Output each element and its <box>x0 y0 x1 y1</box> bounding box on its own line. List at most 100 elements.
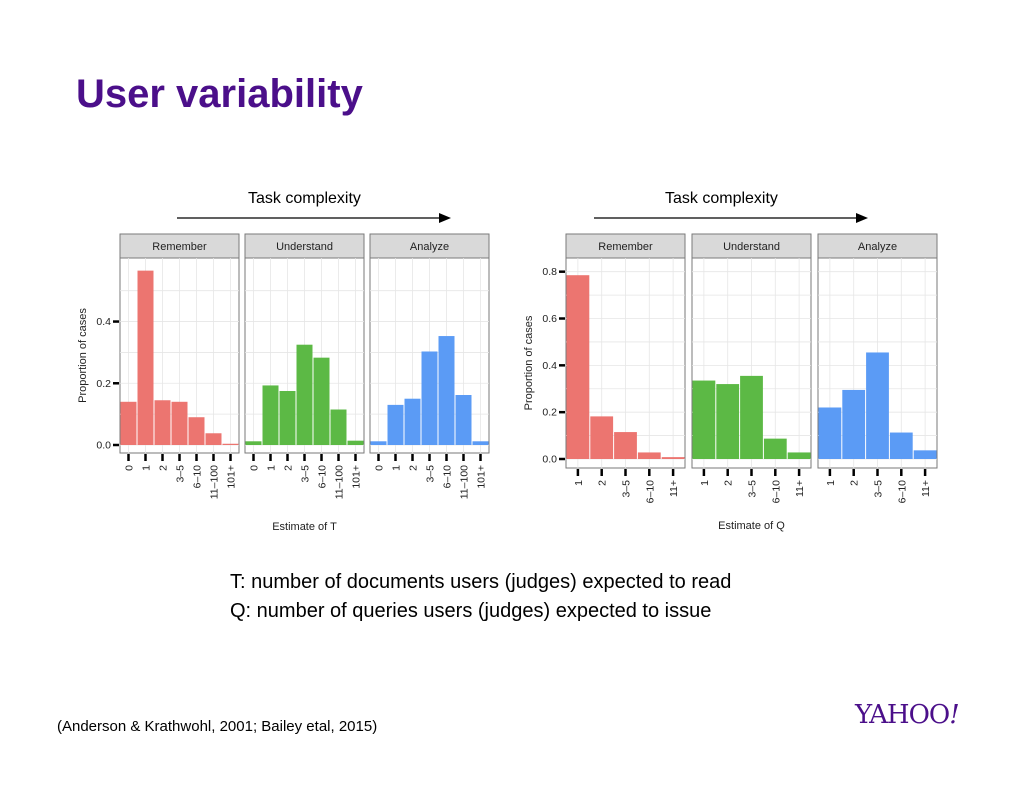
task-complexity-label-right: Task complexity <box>665 190 778 207</box>
bar <box>913 450 937 459</box>
facet-strip <box>691 233 812 259</box>
facet-title: Understand <box>276 241 333 253</box>
x-tick-label: 3–5 <box>300 465 312 483</box>
x-tick-label: 3–5 <box>873 480 885 498</box>
y-tick-label: 0.0 <box>96 440 111 452</box>
bar <box>842 389 866 459</box>
bar <box>222 443 239 445</box>
x-tick-label: 3–5 <box>747 480 759 498</box>
y-tick-label: 0.8 <box>542 266 557 278</box>
bar <box>313 357 330 445</box>
bar <box>763 438 787 459</box>
x-tick-label: 2 <box>408 465 420 471</box>
x-tick-label: 2 <box>158 465 170 471</box>
slide-title: User variability <box>76 72 363 116</box>
bar <box>296 344 313 445</box>
x-tick-label: 0 <box>249 465 261 471</box>
bar <box>787 452 811 459</box>
bar <box>404 398 421 445</box>
x-tick-label: 2 <box>283 465 295 471</box>
bar <box>692 380 716 459</box>
bar <box>137 270 154 445</box>
bar <box>716 384 740 459</box>
bar <box>330 409 347 445</box>
facet-title: Understand <box>723 241 780 253</box>
bar <box>818 407 842 459</box>
x-tick-label: 0 <box>124 465 136 471</box>
x-tick-label: 6–10 <box>442 465 454 489</box>
bar <box>279 390 296 445</box>
x-tick-label: 11+ <box>920 480 932 497</box>
y-axis-label: Proportion of cases <box>523 315 535 410</box>
logo-text: YAHOO <box>855 700 950 730</box>
logo-bang: ! <box>949 700 960 730</box>
y-axis-label: Proportion of cases <box>77 308 89 403</box>
bar <box>370 441 387 445</box>
x-tick-label: 101+ <box>226 465 238 489</box>
y-tick-label: 0.2 <box>96 378 111 390</box>
bar <box>205 433 222 445</box>
x-tick-label: 11–100 <box>459 465 471 499</box>
facet-strip <box>817 233 938 259</box>
x-tick-label: 6–10 <box>644 480 656 504</box>
bar <box>472 441 489 445</box>
y-tick-label: 0.2 <box>542 407 557 419</box>
bar <box>866 352 889 459</box>
bar <box>889 432 913 459</box>
bar <box>120 401 137 445</box>
facet-strip <box>119 233 240 259</box>
bar <box>171 401 188 445</box>
task-complexity-label-left: Task complexity <box>248 190 361 207</box>
x-tick-label: 101+ <box>351 465 363 489</box>
x-tick-label: 2 <box>723 480 735 486</box>
x-tick-label: 11–100 <box>334 465 346 499</box>
x-tick-label: 1 <box>699 480 711 486</box>
definition-t: T: number of documents users (judges) ex… <box>230 571 732 593</box>
y-tick-label: 0.4 <box>96 316 111 328</box>
y-tick-label: 0.0 <box>542 454 557 466</box>
chart-estimate-q: Proportion of cases 0.0 0.2 0.4 0.6 0.8 Rememb… <box>523 233 938 532</box>
facet-title: Remember <box>598 241 653 253</box>
bar <box>590 416 614 459</box>
x-tick-label: 3–5 <box>425 465 437 483</box>
definitions: T: number of documents users (judges) ex… <box>230 568 731 626</box>
bar <box>566 275 590 459</box>
facet-strip <box>369 233 490 259</box>
bar <box>188 417 205 445</box>
bar <box>421 351 438 445</box>
x-tick-label: 3–5 <box>621 480 633 498</box>
bar <box>387 404 404 445</box>
bar <box>245 441 262 445</box>
x-tick-label: 1 <box>825 480 837 486</box>
x-tick-label: 2 <box>849 480 861 486</box>
x-axis-label: Estimate of T <box>272 521 337 533</box>
bar <box>154 400 171 445</box>
bar <box>347 440 364 445</box>
x-tick-label: 11–100 <box>209 465 221 499</box>
bar <box>637 452 661 459</box>
citation: (Anderson & Krathwohl, 2001; Bailey etal… <box>57 718 378 735</box>
y-tick-label: 0.6 <box>542 313 557 325</box>
bar <box>262 385 279 445</box>
x-tick-label: 6–10 <box>770 480 782 504</box>
y-tick-label: 0.4 <box>542 360 557 372</box>
task-complexity-arrow-right <box>594 213 868 223</box>
bar <box>438 336 455 445</box>
facet-title: Analyze <box>410 241 449 253</box>
x-tick-label: 6–10 <box>896 480 908 504</box>
facet-strip <box>565 233 686 259</box>
x-tick-label: 101+ <box>476 465 488 489</box>
x-tick-label: 2 <box>597 480 609 486</box>
x-tick-label: 6–10 <box>317 465 329 489</box>
x-tick-label: 11+ <box>794 480 806 497</box>
bar <box>661 457 685 459</box>
x-tick-label: 1 <box>391 465 403 471</box>
task-complexity-arrow-left <box>177 213 451 223</box>
x-tick-label: 3–5 <box>175 465 187 483</box>
bar <box>740 375 763 459</box>
facet-title: Analyze <box>858 241 897 253</box>
x-tick-label: 1 <box>266 465 278 471</box>
bar <box>455 395 472 445</box>
bar <box>614 432 637 459</box>
